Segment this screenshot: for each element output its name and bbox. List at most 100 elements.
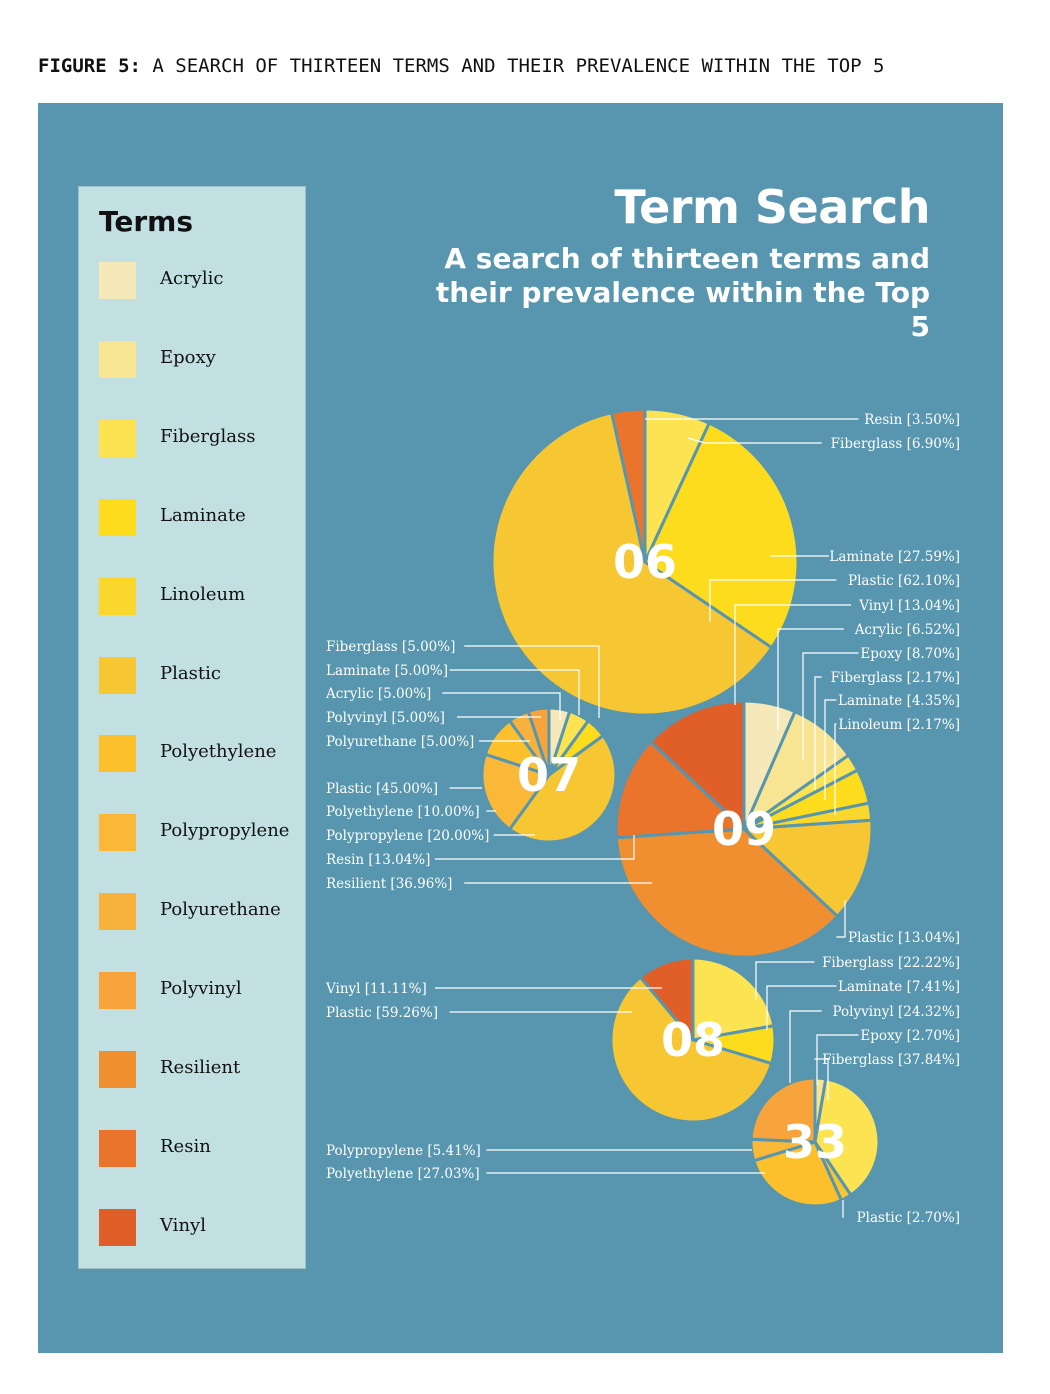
legend-swatch	[99, 498, 136, 536]
pie-slice-polyvinyl	[526, 706, 551, 777]
slice-label: Linoleum [2.17%]	[838, 717, 960, 733]
legend-swatch	[99, 1051, 136, 1088]
legend-item: Linoleum	[99, 577, 299, 616]
slice-label: Polypropylene [20.00%]	[326, 828, 489, 844]
legend-swatch	[99, 814, 136, 852]
leader-line	[449, 669, 580, 715]
legend-item: Resilient	[99, 1051, 299, 1089]
legend-item: Laminate	[99, 498, 299, 537]
legend-swatch	[99, 735, 136, 773]
leader-line	[842, 1200, 844, 1218]
pie-slice-fiberglass	[813, 1077, 881, 1197]
pie-number: 09	[712, 802, 776, 856]
leader-line	[802, 652, 859, 760]
chart-title: Term Search	[614, 180, 930, 234]
pie-slice-laminate	[643, 421, 800, 650]
pie-number: 33	[783, 1115, 847, 1169]
legend-label: Plastic	[160, 662, 221, 684]
pie-slice-vinyl	[638, 956, 695, 1042]
chart-subtitle: A search of thirteen terms and their pre…	[435, 242, 930, 343]
leader-line	[814, 1058, 829, 1100]
legend-swatch	[99, 656, 136, 694]
slice-label: Epoxy [2.70%]	[860, 1028, 960, 1044]
pie-slice-resin	[610, 407, 647, 564]
slice-label: Fiberglass [6.90%]	[831, 436, 960, 452]
pie-06: 06 Resin [3.50%] Fiberglass [6.90%] Laminat…	[490, 407, 960, 717]
pie-slice-resilient	[614, 827, 840, 959]
slice-label: Polyvinyl [5.00%]	[326, 710, 445, 726]
pie-slice-polyvinyl	[749, 1076, 817, 1144]
legend-title: Terms	[99, 205, 194, 238]
slice-label: Fiberglass [22.22%]	[822, 955, 960, 971]
legend-label: Vinyl	[160, 1214, 206, 1236]
legend-item: Fiberglass	[99, 419, 299, 458]
pie-07: 07 Fiberglass [5.00%] Laminate [5.00%] Acry…	[325, 639, 618, 844]
legend-label: Polyethylene	[160, 741, 277, 763]
pie-number: 07	[517, 748, 581, 802]
legend-swatch	[99, 893, 136, 931]
slice-label: Polyethylene [10.00%]	[326, 804, 480, 820]
legend-swatch	[99, 972, 136, 1010]
legend-item: Polyethylene	[99, 735, 299, 773]
pie-slice-polypropylene	[480, 752, 551, 831]
slice-label: Polyvinyl [24.32%]	[833, 1004, 961, 1020]
slice-label: Fiberglass [5.00%]	[326, 639, 455, 655]
leader-line	[816, 1034, 859, 1085]
leader-line	[834, 723, 837, 815]
slice-label: Vinyl [11.11%]	[325, 981, 427, 997]
figure-caption-prefix: FIGURE 5:	[38, 55, 141, 77]
legend-item: Acrylic	[99, 262, 299, 300]
pie-number: 08	[661, 1013, 725, 1067]
legend-swatch	[99, 1129, 136, 1167]
legend-label: Laminate	[160, 504, 246, 526]
legend-label: Resilient	[160, 1057, 241, 1078]
legend-label: Epoxy	[160, 346, 216, 368]
pie-slice-polyethylene	[752, 1140, 843, 1208]
figure-caption-text: A SEARCH OF THIRTEEN TERMS AND THEIR PRE…	[140, 55, 885, 77]
leader-line	[777, 628, 844, 730]
legend-item: Epoxy	[99, 340, 299, 379]
legend-label: Polypropylene	[160, 820, 290, 842]
slice-label: Fiberglass [37.84%]	[822, 1052, 960, 1068]
slice-label: Plastic [59.26%]	[326, 1005, 438, 1021]
pie-slice-resin	[614, 740, 746, 840]
leader-line	[687, 437, 822, 444]
legend-swatch	[99, 262, 136, 299]
leader-line	[709, 579, 837, 622]
slice-label: Acrylic [5.00%]	[325, 686, 431, 702]
slice-label: Epoxy [8.70%]	[860, 646, 960, 662]
pie-slice-plastic	[508, 734, 618, 844]
leader-line	[766, 985, 837, 1030]
leader-line	[434, 835, 635, 860]
slice-label: Laminate [7.41%]	[838, 979, 960, 995]
leader-line	[442, 692, 561, 720]
leader-line	[824, 699, 837, 800]
pie-33: 33 Polyvinyl [24.32%] Epoxy [2.70%] Fibergl…	[326, 1004, 960, 1226]
slice-label: Laminate [27.59%]	[829, 549, 960, 565]
legend-swatch	[99, 419, 136, 457]
legend-item: Vinyl	[99, 1208, 299, 1247]
legend-swatch	[99, 340, 136, 378]
slice-label: Plastic [45.00%]	[326, 781, 438, 797]
legend-label: Acrylic	[160, 268, 224, 289]
slice-label: Acrylic [6.52%]	[854, 622, 960, 638]
legend-item: Polypropylene	[99, 814, 299, 852]
legend-label: Polyvinyl	[160, 978, 242, 1000]
leader-line	[755, 961, 815, 1000]
slice-label: Laminate [5.00%]	[326, 663, 448, 679]
legend-item: Polyvinyl	[99, 972, 299, 1010]
slice-label: Fiberglass [2.17%]	[831, 670, 960, 686]
slice-label: Vinyl [13.04%]	[858, 598, 960, 614]
leader-line	[464, 645, 600, 718]
legend-label: Polyurethane	[160, 899, 281, 921]
pie-slice-vinyl	[648, 699, 746, 831]
pie-08: 08 Vinyl [11.11%] Plastic [59.26%] Fibergla…	[325, 955, 960, 1124]
slice-label: Plastic [2.70%]	[857, 1210, 960, 1226]
slice-label: Laminate [4.35%]	[838, 693, 960, 709]
legend-label: Linoleum	[160, 583, 246, 605]
slice-label: Resin [13.04%]	[326, 852, 430, 868]
pie-slice-plastic	[490, 411, 774, 717]
pie-slice-plastic	[609, 975, 774, 1124]
legend-label: Fiberglass	[160, 425, 256, 447]
